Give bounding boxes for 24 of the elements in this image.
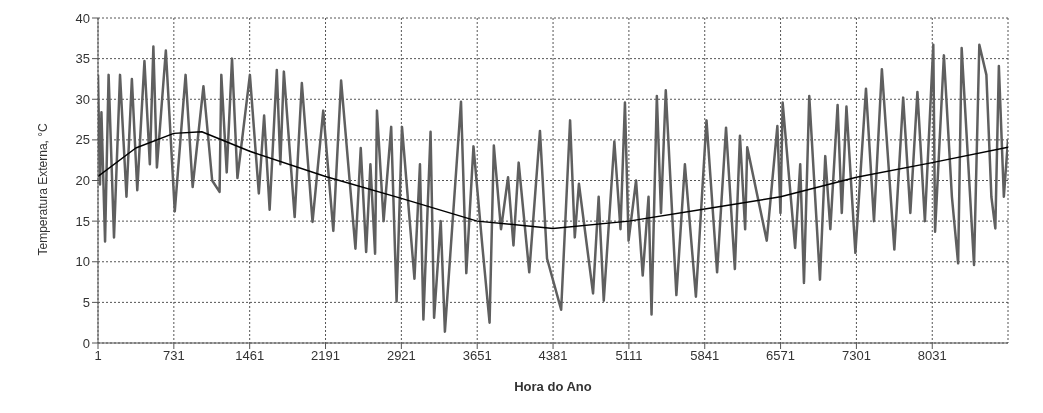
y-tick-label: 0 bbox=[82, 335, 90, 351]
x-tick-label: 8031 bbox=[917, 348, 947, 364]
y-tick-label: 10 bbox=[75, 254, 90, 270]
y-tick-label: 15 bbox=[75, 213, 90, 229]
y-axis-title: Temperatura Externa, °C bbox=[36, 122, 51, 256]
x-tick-label: 1461 bbox=[235, 348, 265, 364]
y-tick-label: 25 bbox=[75, 132, 90, 148]
x-axis-title: Hora do Ano bbox=[514, 379, 592, 394]
x-tick-label: 5841 bbox=[690, 348, 720, 364]
x-tick-label: 731 bbox=[162, 348, 185, 364]
x-tick-label: 4381 bbox=[538, 348, 568, 364]
y-tick-label: 30 bbox=[75, 91, 90, 107]
x-tick-label: 3651 bbox=[462, 348, 492, 364]
x-tick-label: 2191 bbox=[311, 348, 340, 364]
x-tick-label: 2921 bbox=[386, 348, 416, 364]
y-tick-label: 20 bbox=[75, 173, 90, 189]
y-tick-label: 40 bbox=[75, 10, 90, 26]
y-tick-label: 5 bbox=[82, 294, 90, 310]
line-series bbox=[98, 131, 1008, 230]
x-tick-label: 6571 bbox=[766, 348, 796, 364]
y-tick-label: 35 bbox=[75, 51, 90, 67]
x-tick-label: 5111 bbox=[615, 348, 643, 364]
x-tick-label: 7301 bbox=[841, 348, 871, 364]
x-tick-label: 1 bbox=[94, 348, 102, 364]
